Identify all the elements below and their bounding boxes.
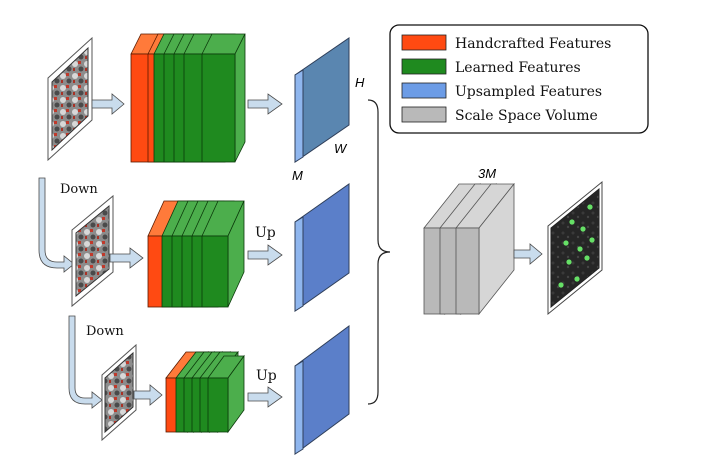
- input-image-scale-2: [71, 194, 114, 308]
- arrow-image-to-features-3: [133, 384, 163, 406]
- arrow-up-2: [247, 244, 283, 266]
- keypoint-marker: [577, 246, 583, 252]
- legend-label: Learned Features: [455, 60, 581, 76]
- down-label-2: Down: [86, 324, 124, 339]
- legend-swatch: [401, 106, 447, 123]
- legend-label: Scale Space Volume: [455, 108, 598, 124]
- down-label-1: Down: [60, 182, 98, 197]
- legend-entry-handcrafted: Handcrafted Features: [401, 34, 611, 52]
- keypoint-marker: [563, 240, 569, 246]
- upsampled-feature-map-2: [294, 183, 350, 312]
- keypoint-marker: [584, 255, 590, 261]
- arrow-image-to-features-2: [109, 247, 144, 269]
- up-label-2: Up: [256, 368, 277, 384]
- legend-label: Handcrafted Features: [455, 36, 611, 52]
- learned-feature-map: [207, 354, 245, 434]
- keypoint-marker: [587, 204, 593, 210]
- arrow-features-to-upsampled-1: [247, 93, 283, 115]
- legend-label: Upsampled Features: [455, 84, 602, 100]
- legend-entry-scale-space: Scale Space Volume: [401, 106, 598, 124]
- legend-swatch: [401, 82, 447, 99]
- legend: Handcrafted Features Learned Features Up…: [389, 24, 649, 134]
- arrow-up-3: [247, 386, 283, 408]
- keypoint-marker: [558, 282, 564, 288]
- volume-slice: [455, 182, 515, 316]
- down-arrow-1: [38, 177, 75, 273]
- learned-feature-map: [201, 33, 246, 163]
- upsampled-feature-map-1: H W M: [292, 37, 365, 183]
- input-image-scale-3: [101, 343, 137, 442]
- keypoint-output-map: [547, 180, 603, 316]
- dimension-label-h: H: [355, 75, 365, 90]
- feature-stack-scale-2: [147, 200, 245, 308]
- concatenation-brace: [367, 99, 391, 405]
- keypoint-marker: [566, 259, 572, 265]
- up-label-1: Up: [255, 225, 276, 241]
- legend-swatch: [401, 34, 447, 51]
- dimension-label-w: W: [334, 141, 348, 156]
- down-arrow-2: [68, 315, 103, 409]
- keypoint-marker: [569, 219, 575, 225]
- dimension-label-3m: 3M: [478, 166, 496, 181]
- input-image-scale-1: [47, 36, 93, 162]
- legend-box: [389, 24, 649, 134]
- keypoint-marker: [580, 226, 586, 232]
- upsampled-feature-map-3: [294, 325, 350, 455]
- keypoint-marker: [574, 276, 580, 282]
- legend-entry-learned: Learned Features: [401, 58, 581, 76]
- legend-entry-upsampled: Upsampled Features: [401, 82, 602, 100]
- dimension-label-m: M: [292, 168, 303, 183]
- keypoint-marker: [589, 237, 595, 243]
- learned-feature-map: [201, 200, 245, 308]
- arrow-volume-to-keypoints: [513, 243, 543, 265]
- legend-swatch: [401, 58, 447, 75]
- feature-stack-scale-3: [165, 350, 245, 434]
- arrow-image-to-features-1: [91, 93, 125, 115]
- scale-space-volume: [423, 182, 515, 316]
- feature-stack-scale-1: [130, 33, 246, 163]
